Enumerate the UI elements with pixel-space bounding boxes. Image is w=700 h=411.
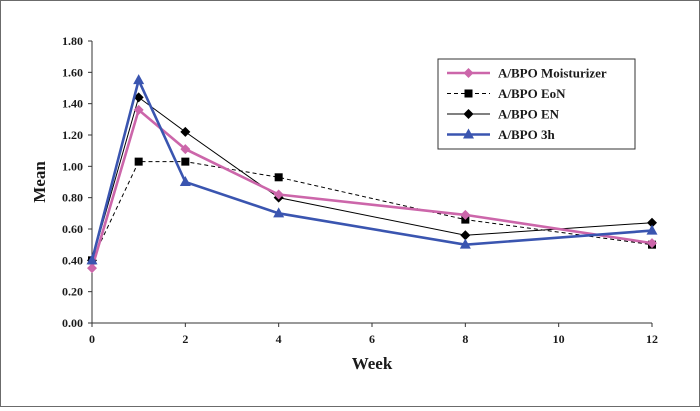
data-point-a-bpo-3h xyxy=(273,207,285,218)
series-layer xyxy=(86,74,658,274)
legend: A/BPO Moisturizer A/BPO EoN A/BPO EN A/BPO … xyxy=(437,58,636,150)
x-tick-label: 6 xyxy=(369,332,375,346)
data-point-a-bpo-3h xyxy=(459,238,471,249)
y-axis-title: Mean xyxy=(30,161,49,203)
data-point-a-bpo-moisturizer xyxy=(647,238,657,249)
data-point-a-bpo-moisturizer xyxy=(133,104,144,115)
data-point-a-bpo-3h xyxy=(646,224,658,235)
y-tick-label: 0.20 xyxy=(62,285,83,299)
y-tick-label: 0.40 xyxy=(62,253,83,267)
data-point-a-bpo-3h xyxy=(179,176,191,186)
y-tick-label: 1.20 xyxy=(62,128,83,142)
series-a-bpo-eon xyxy=(88,157,656,265)
data-point-a-bpo-moisturizer xyxy=(87,263,97,274)
series-a-bpo-moisturizer xyxy=(87,104,657,274)
legend-label: A/BPO 3h xyxy=(498,127,555,142)
series-line-a-bpo-eon xyxy=(91,161,653,261)
legend-entry-a-bpo-3h: A/BPO 3h xyxy=(447,127,555,142)
legend-swatch-marker xyxy=(463,68,474,78)
data-point-a-bpo-moisturizer xyxy=(180,144,191,155)
data-point-a-bpo-eon xyxy=(134,157,143,166)
axes: 0.00 0.20 0.40 0.60 0.80 1.00 1.20 1.40 1.60 1.80… xyxy=(62,34,658,346)
legend-entry-a-bpo-eon: A/BPO EoN xyxy=(447,86,566,101)
legend-swatch-marker xyxy=(463,128,474,139)
data-point-a-bpo-en xyxy=(647,217,657,228)
series-line-a-bpo-moisturizer xyxy=(90,107,653,269)
series-line-a-bpo-en xyxy=(91,96,653,261)
x-tick-label: 4 xyxy=(276,332,282,346)
y-tick-label: 0.00 xyxy=(62,316,83,330)
x-axis-title: Week xyxy=(352,354,393,373)
y-tick-label: 0.60 xyxy=(62,222,83,236)
x-tick-label: 8 xyxy=(462,332,468,346)
legend-label: A/BPO Moisturizer xyxy=(498,66,607,81)
data-point-a-bpo-eon xyxy=(274,173,283,182)
data-point-a-bpo-en xyxy=(180,126,191,137)
legend-entry-a-bpo-moisturizer: A/BPO Moisturizer xyxy=(447,66,607,81)
legend-entry-a-bpo-en: A/BPO EN xyxy=(447,107,560,122)
legend-swatch-marker xyxy=(463,109,474,119)
y-tick-label: 1.00 xyxy=(62,159,83,173)
legend-label: A/BPO EoN xyxy=(498,86,566,101)
series-a-bpo-3h xyxy=(86,74,658,265)
x-tick-label: 2 xyxy=(182,332,188,346)
y-tick-label: 1.40 xyxy=(62,97,83,111)
data-point-a-bpo-3h xyxy=(133,74,145,85)
data-point-a-bpo-moisturizer xyxy=(273,189,284,200)
data-point-a-bpo-eon xyxy=(181,157,190,166)
y-tick-label: 1.60 xyxy=(62,65,83,79)
x-tick-label: 10 xyxy=(553,332,565,346)
x-tick-label: 0 xyxy=(89,332,95,346)
x-tick-label: 12 xyxy=(646,332,658,346)
legend-label: A/BPO EN xyxy=(498,107,560,122)
y-tick-label: 1.80 xyxy=(62,34,83,48)
data-point-a-bpo-moisturizer xyxy=(460,209,471,220)
series-line-a-bpo-3h xyxy=(90,76,653,261)
y-tick-label: 0.80 xyxy=(62,191,83,205)
data-point-a-bpo-en xyxy=(460,230,471,241)
legend-swatch-marker xyxy=(464,89,473,98)
data-point-a-bpo-3h xyxy=(86,254,98,265)
